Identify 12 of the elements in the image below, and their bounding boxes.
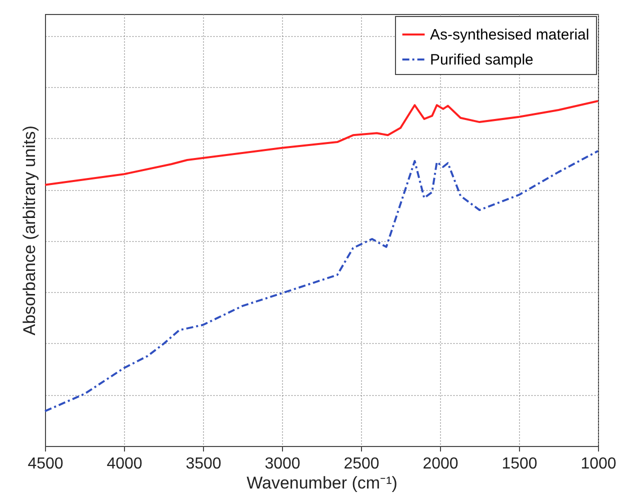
x-tick-label: 3500 [186, 456, 222, 472]
legend-label: Purified sample [430, 52, 534, 68]
x-tick-label: 2500 [344, 456, 380, 472]
x-tick-label: 3000 [264, 456, 300, 472]
x-tick-label: 2000 [422, 456, 458, 472]
x-tick-label: 1500 [502, 456, 538, 472]
legend-label: As-synthesised material [430, 26, 590, 44]
x-tick-label: 4500 [28, 456, 64, 472]
x-tick-label: 4000 [106, 456, 142, 472]
x-tick-label: 1000 [580, 456, 616, 472]
x-axis-title: Wavenumber (cm⁻¹) [246, 474, 398, 492]
y-axis-title: Absorbance (arbitrary units) [20, 126, 39, 336]
